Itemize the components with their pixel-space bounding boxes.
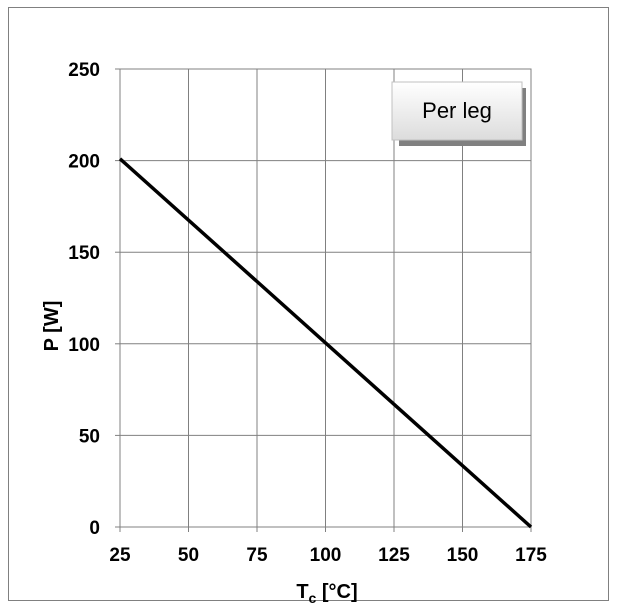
x-tick-label: 50 (178, 545, 199, 566)
y-tick-label: 250 (68, 60, 100, 81)
series-line (118, 157, 533, 529)
x-tick-label: 175 (515, 545, 547, 566)
x-axis-title-sub: c (309, 590, 317, 606)
legend: Per leg (391, 81, 526, 146)
y-tick-label: 0 (89, 518, 100, 539)
x-tick-labels: 25 50 75 100 125 150 175 (109, 545, 547, 566)
x-tick-label: 25 (109, 545, 131, 566)
y-tick-label: 100 (68, 335, 100, 356)
x-tick-label: 75 (246, 545, 268, 566)
legend-label: Per leg (422, 98, 492, 123)
plot-area-border (119, 68, 532, 528)
y-axis-title: P [W] (41, 301, 63, 352)
legend-box (391, 81, 523, 141)
x-axis-title-main: T (296, 581, 308, 603)
y-tick-label: 150 (68, 243, 100, 264)
x-tick-label: 100 (310, 545, 342, 566)
x-axis-title: Tc [°C] (296, 581, 357, 606)
x-tick-label: 125 (378, 545, 410, 566)
y-tick-labels: 0 50 100 150 200 250 (68, 60, 100, 539)
x-tick-label: 150 (447, 545, 479, 566)
y-tick-label: 50 (79, 426, 100, 447)
x-axis-title-unit: [°C] (316, 581, 357, 603)
y-tick-label: 200 (68, 152, 100, 173)
